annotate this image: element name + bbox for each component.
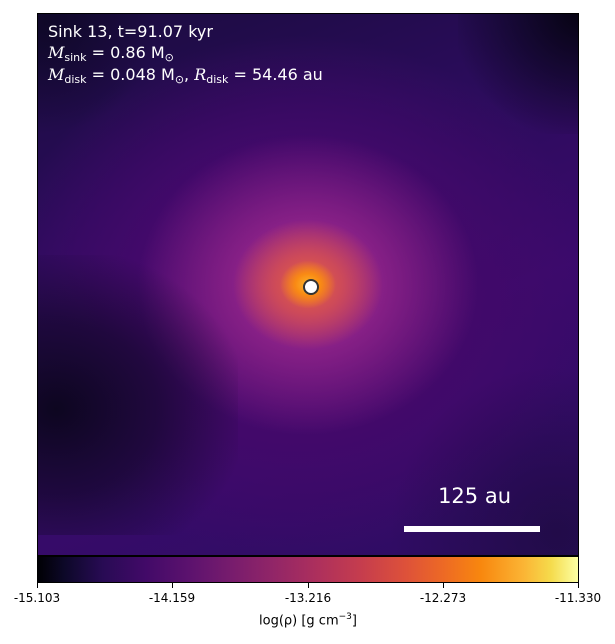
colorbar-label-exponent: −3 — [338, 612, 352, 622]
scale-bar-label: 125 au — [438, 484, 511, 508]
sink-mass-symbol: M — [48, 43, 65, 62]
colorbar-tick-label: -13.216 — [284, 591, 332, 605]
colorbar-tick — [443, 583, 444, 588]
colorbar-tick-label: -12.273 — [419, 591, 467, 605]
density-map: Sink 13, t=91.07 kyr Msink = 0.86 M⊙ Mdi… — [37, 13, 579, 556]
sink-mass-annotation: Msink = 0.86 M⊙ — [48, 43, 174, 68]
colorbar-tick-label: -11.330 — [554, 591, 602, 605]
colorbar-label-end: ] — [351, 613, 357, 629]
colorbar-tick-label: -14.159 — [148, 591, 196, 605]
scale-bar — [404, 526, 540, 532]
low-density-region-top-right — [458, 14, 578, 134]
sink-mass-subscript: sink — [64, 51, 87, 64]
colorbar-tick — [37, 583, 38, 588]
disk-radius-value: = 54.46 au — [233, 65, 323, 84]
sink-marker-icon — [303, 279, 319, 295]
low-density-region-bottom-right — [388, 365, 578, 555]
sink-title: Sink 13, t=91.07 kyr — [48, 22, 213, 41]
disk-annotation: Mdisk = 0.048 M⊙, Rdisk = 54.46 au — [48, 65, 323, 90]
sink-mass-unit-subscript: ⊙ — [164, 51, 174, 64]
sink-mass-value: = 0.86 M — [91, 43, 165, 62]
colorbar-label-text: log(ρ) [g cm — [259, 613, 339, 629]
colorbar-tick — [172, 583, 173, 588]
disk-mass-symbol: M — [48, 65, 65, 84]
disk-mass-unit-subscript: ⊙ — [174, 73, 185, 86]
disk-radius-symbol: R — [194, 65, 207, 84]
colorbar-tick-label: -15.103 — [13, 591, 61, 605]
disk-mass-value: = 0.048 M — [91, 65, 175, 84]
colorbar-label: log(ρ) [g cm−3] — [259, 612, 357, 628]
colorbar-tick — [308, 583, 309, 588]
colorbar-tick — [578, 583, 579, 588]
colorbar — [37, 556, 579, 583]
low-density-region-top-left — [38, 14, 158, 134]
disk-mass-subscript: disk — [64, 73, 87, 86]
disk-separator: , — [184, 65, 195, 84]
low-density-region-bottom-left — [38, 255, 238, 535]
disk-radius-subscript: disk — [206, 73, 229, 86]
